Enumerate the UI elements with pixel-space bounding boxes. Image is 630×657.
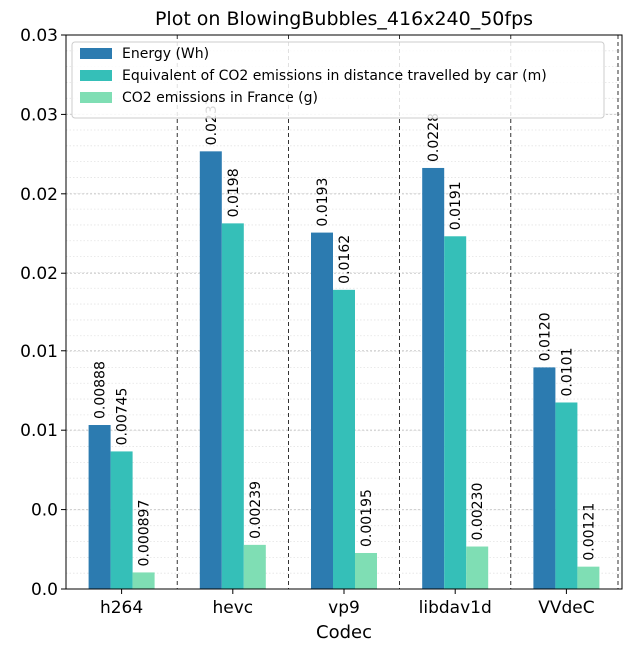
bar — [444, 236, 467, 589]
bar — [577, 566, 600, 589]
value-label: 0.000897 — [137, 500, 153, 567]
y-tick-label: 0.03 — [20, 26, 58, 46]
legend-swatch — [80, 48, 112, 59]
bar — [333, 289, 355, 589]
x-tick-label: h264 — [100, 598, 143, 618]
bar — [355, 552, 377, 589]
value-label: 0.00195 — [359, 489, 375, 547]
value-label: 0.0101 — [559, 347, 575, 396]
bar — [533, 367, 556, 589]
chart-title: Plot on BlowingBubbles_416x240_50fps — [155, 8, 533, 30]
value-label: 0.00745 — [115, 388, 131, 446]
legend-box — [71, 41, 605, 119]
legend-swatch — [80, 92, 112, 103]
y-tick-label: 0.01 — [20, 342, 58, 362]
x-axis-label: Codec — [316, 622, 372, 643]
bar — [243, 544, 266, 589]
x-tick-label: hevc — [212, 598, 253, 618]
legend: Energy (Wh) Equivalent of CO2 emissions i… — [71, 41, 605, 119]
y-tick-label: 0.0 — [31, 501, 58, 521]
y-tick-label: 0.02 — [20, 185, 58, 205]
bar — [555, 402, 578, 589]
plot-area: 0.00888 0.007450.0008970.02370.01980.0023… — [88, 96, 600, 589]
bar — [110, 451, 133, 589]
legend-swatch — [80, 70, 112, 81]
legend-label: CO2 emissions in France (g) — [122, 90, 318, 106]
value-label: 0.0198 — [226, 168, 242, 217]
axes: 0.0 0.0 0.01 0.01 0.02 0.02 0.03 0.03 h264 hevc vp… — [20, 26, 594, 618]
bar — [466, 546, 489, 589]
bar — [88, 425, 111, 589]
y-tick-label: 0.02 — [20, 264, 58, 284]
value-label: 0.0228 — [426, 113, 442, 162]
bar — [311, 232, 333, 589]
value-label: 0.0191 — [448, 181, 464, 230]
bar — [221, 223, 244, 589]
value-label: 0.0120 — [537, 312, 553, 361]
value-label: 0.00230 — [470, 483, 486, 541]
value-label: 0.0162 — [337, 235, 353, 284]
bar — [132, 572, 155, 589]
value-label: 0.00239 — [248, 481, 264, 539]
bar — [199, 151, 222, 589]
value-label: 0.0193 — [315, 178, 331, 227]
value-label: 0.00121 — [581, 503, 597, 561]
value-label: 0.00888 — [93, 361, 109, 419]
y-tick-label: 0.03 — [20, 105, 58, 125]
x-tick-label: vp9 — [328, 598, 360, 618]
x-tick-label: VVdeC — [538, 598, 594, 618]
y-tick-label: 0.01 — [20, 421, 58, 441]
legend-label: Energy (Wh) — [122, 46, 209, 62]
y-tick-label: 0.0 — [31, 580, 58, 600]
x-tick-label: libdav1d — [419, 598, 492, 618]
legend-label: Equivalent of CO2 emissions in distance … — [122, 68, 547, 84]
bar — [422, 167, 445, 589]
